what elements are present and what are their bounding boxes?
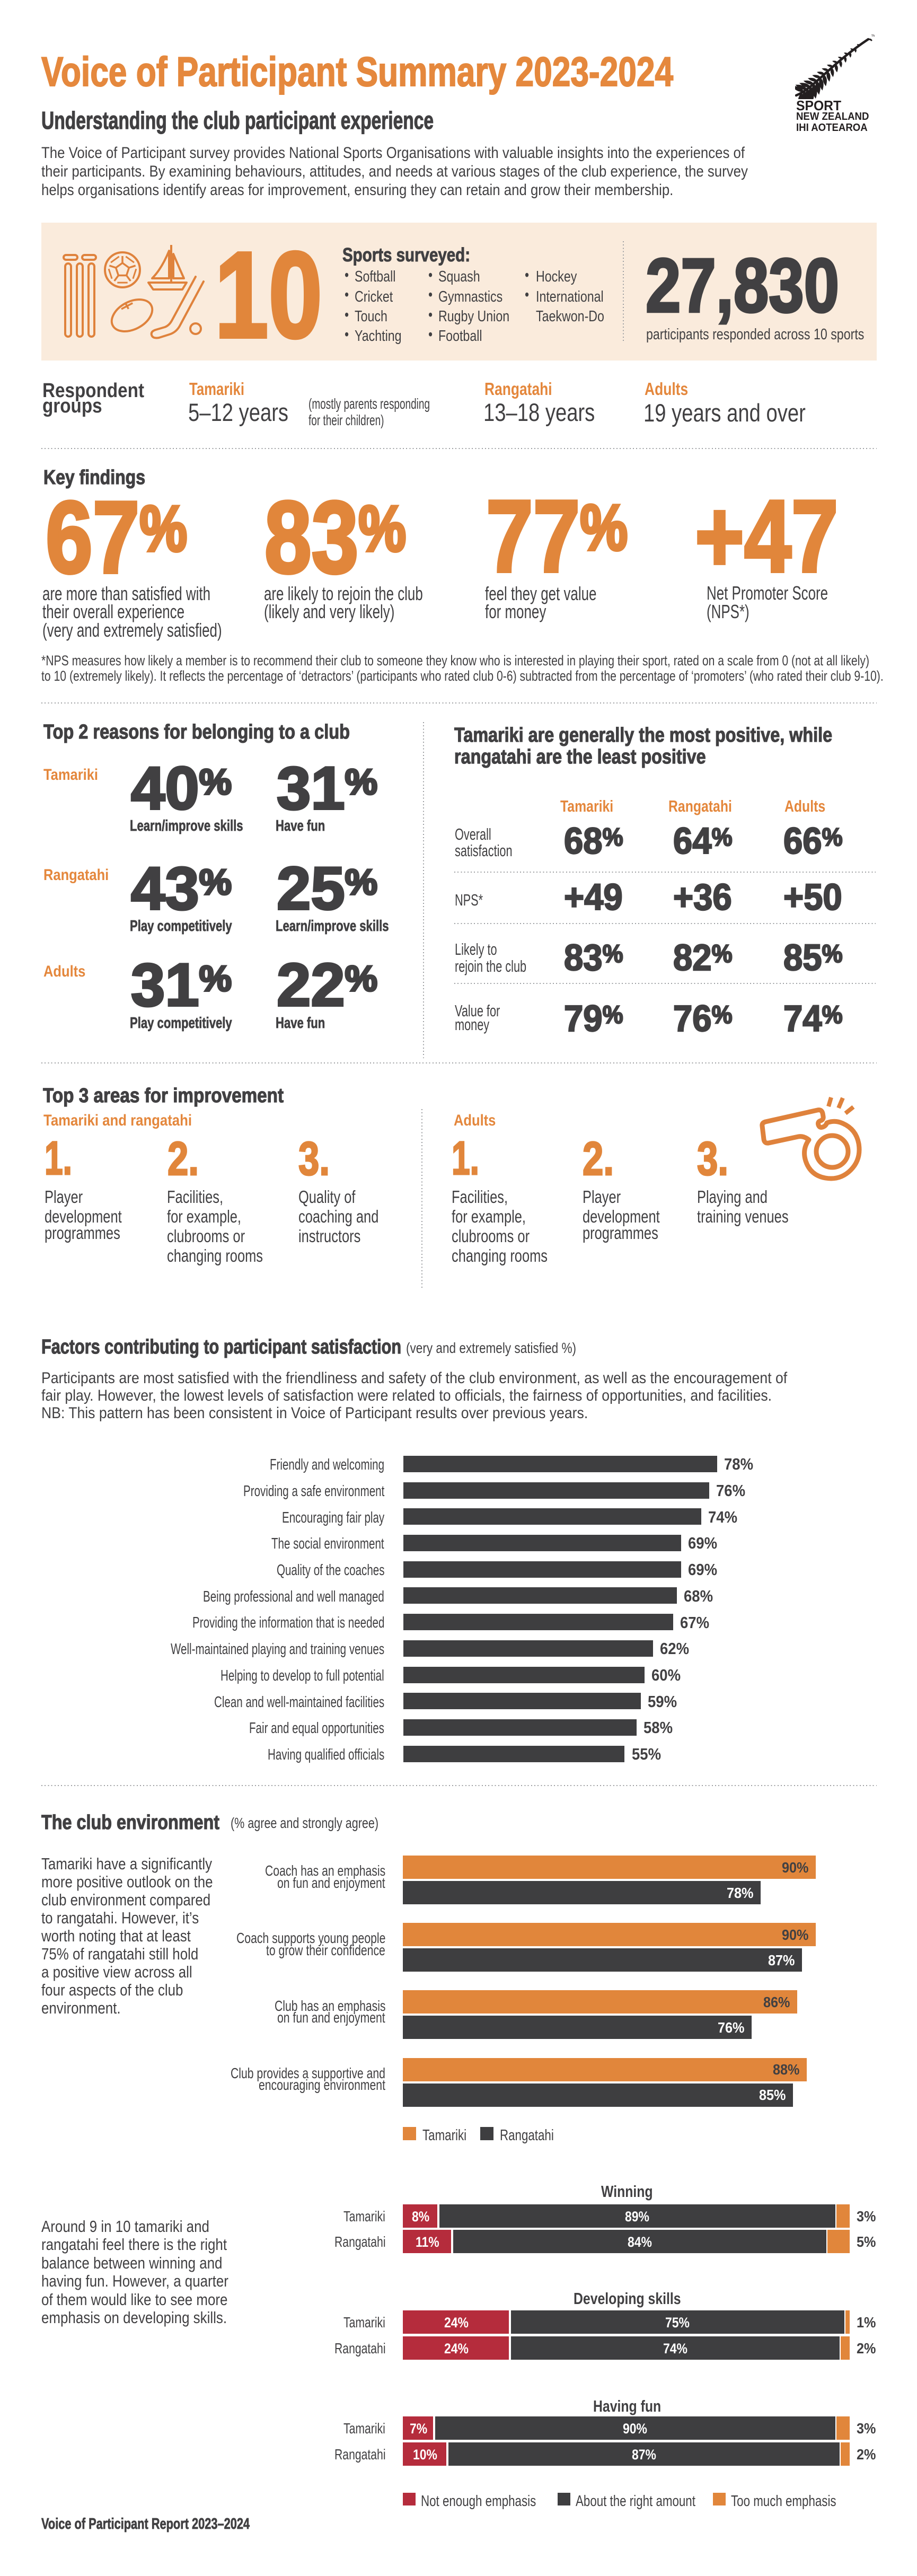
svg-text:™: ™: [871, 34, 875, 40]
